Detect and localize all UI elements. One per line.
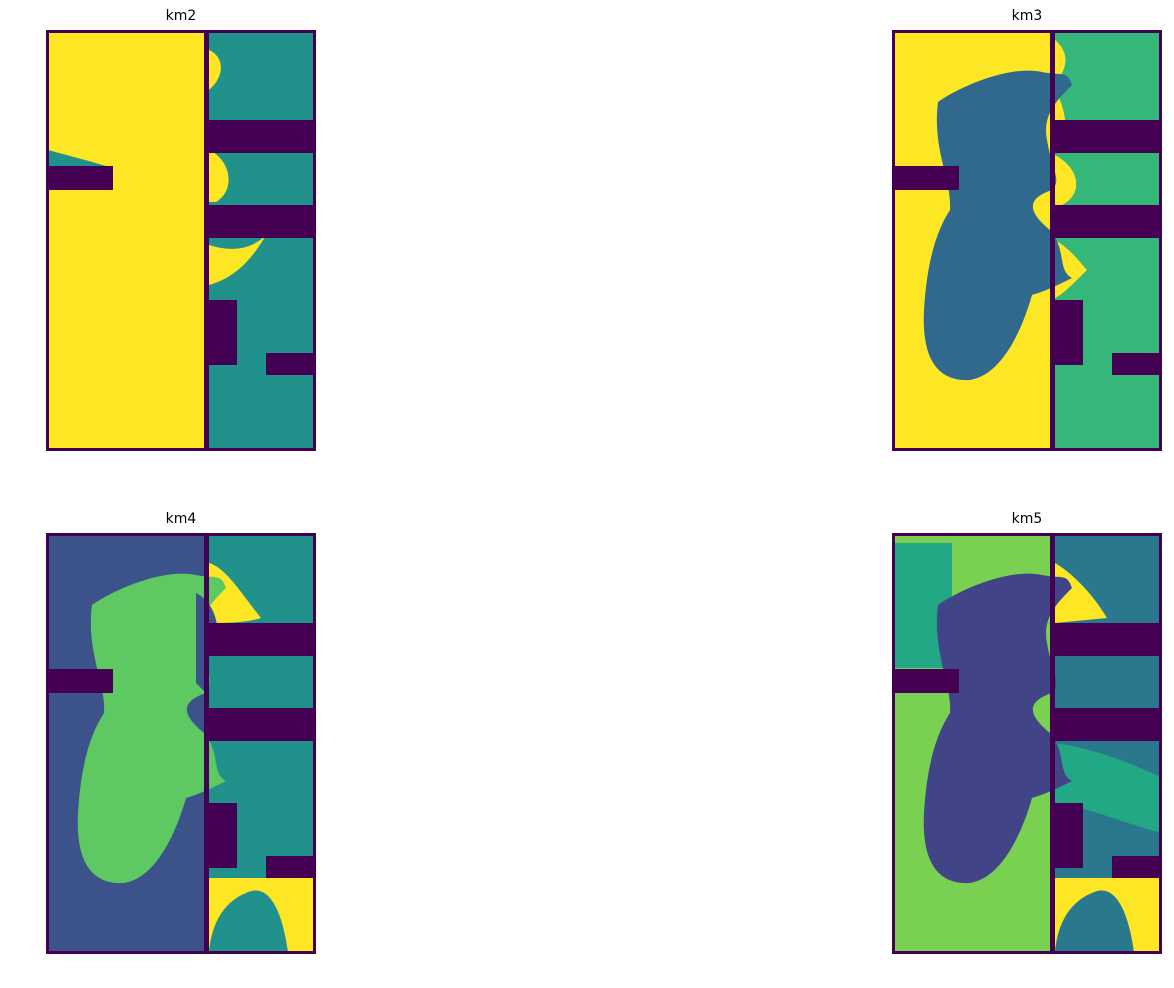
heatmap-km2 xyxy=(46,30,316,451)
km2-wall-divider xyxy=(204,30,209,451)
km4-wall-block xyxy=(204,803,237,868)
panel-title-km3: km3 xyxy=(1011,8,1043,24)
km2-yellow-tongue-2 xyxy=(209,150,229,202)
heatmap-km5 xyxy=(892,533,1162,954)
km4-wall-bar-2 xyxy=(204,708,316,741)
panel-km3: km3 xyxy=(892,0,1162,452)
km3-frame xyxy=(892,30,1162,451)
km4-yellow-wedge xyxy=(209,563,261,623)
km4-wall-stub-right xyxy=(266,856,316,878)
km2-yellow-tongue-1 xyxy=(209,50,221,90)
km5-yellow-wedge xyxy=(1055,563,1107,623)
km3-yellow-tongue-1 xyxy=(1055,40,1066,80)
km3-yellow-tongue-4 xyxy=(1055,240,1087,298)
panel-km5: km5 xyxy=(892,503,1162,955)
km3-wall-stub-right xyxy=(1112,353,1162,375)
km3-cluster-green xyxy=(1055,30,1162,451)
km2-wall-stub-right xyxy=(266,353,316,375)
km5-wall-block xyxy=(1050,803,1083,868)
km4-yellow-corner xyxy=(209,878,316,952)
km2-wall-block xyxy=(204,300,237,365)
km5-cluster-indigo-blob xyxy=(923,573,1072,884)
km5-frame xyxy=(892,533,1162,954)
km2-teal-sliver xyxy=(48,150,106,166)
panel-km2: km2 xyxy=(46,0,316,452)
km5-yellow-corner xyxy=(1055,878,1162,952)
km2-wall-bar-1 xyxy=(204,120,316,153)
heatmap-km3 xyxy=(892,30,1162,451)
km5-green-band xyxy=(1055,743,1162,833)
km3-wall-left-stub xyxy=(892,166,959,190)
km3-wall-bar-2 xyxy=(1050,205,1162,238)
km2-wall-left-stub xyxy=(46,166,113,190)
km3-wall-divider xyxy=(1050,30,1055,451)
heatmap-km4 xyxy=(46,533,316,954)
km4-frame xyxy=(46,533,316,954)
km5-wall-bar-2 xyxy=(1050,708,1162,741)
km5-wall-divider xyxy=(1050,533,1055,954)
km2-wall-bar-2 xyxy=(204,205,316,238)
km3-cluster-blue-blob xyxy=(923,70,1072,381)
panel-title-km4: km4 xyxy=(165,511,197,527)
km4-wall-left-stub xyxy=(46,669,113,693)
km3-yellow-tongue-3 xyxy=(1055,155,1077,205)
panel-title-km2: km2 xyxy=(165,8,197,24)
km5-wall-left-stub xyxy=(892,669,959,693)
km2-yellow-tongue-3 xyxy=(209,235,266,285)
km3-wall-bar-1 xyxy=(1050,120,1162,153)
km4-cluster-green-blob xyxy=(77,573,226,884)
panel-title-km5: km5 xyxy=(1011,511,1043,527)
km3-wall-block xyxy=(1050,300,1083,365)
km5-wall-bar-1 xyxy=(1050,623,1162,656)
km2-frame xyxy=(46,30,316,451)
km4-wall-bar-1 xyxy=(204,623,316,656)
panel-km4: km4 xyxy=(46,503,316,955)
km5-wall-stub-right xyxy=(1112,856,1162,878)
km4-wall-divider xyxy=(204,533,209,954)
